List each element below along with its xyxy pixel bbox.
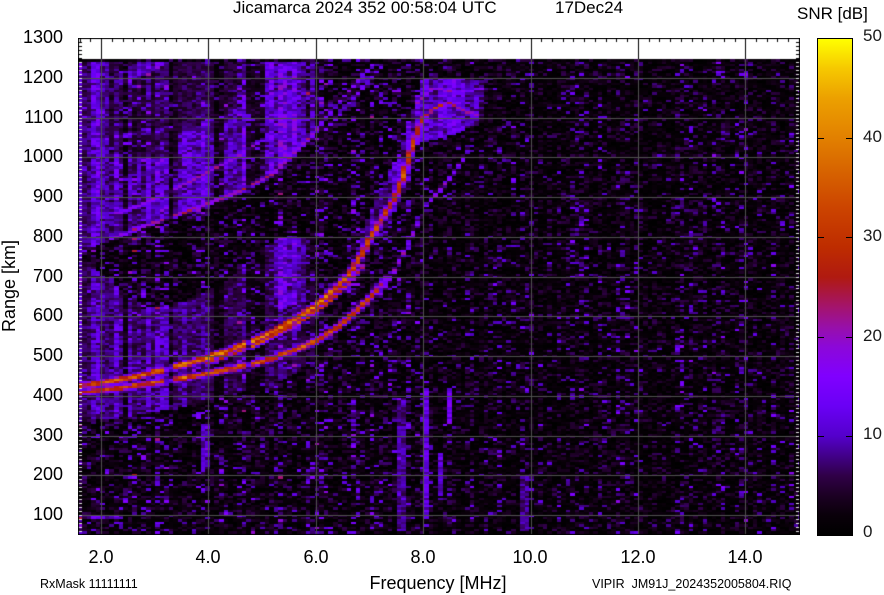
y-tick-label: 1000 xyxy=(22,146,63,167)
plot-title: Jicamarca 2024 352 00:58:04 UTC xyxy=(233,0,497,17)
y-tick-label: 800 xyxy=(32,225,63,246)
colorbar-tick xyxy=(818,337,824,338)
y-tick-label: 300 xyxy=(32,424,63,445)
colorbar-tick-label: 50 xyxy=(863,26,882,45)
colorbar-tick-label: 30 xyxy=(863,226,882,245)
y-tick-label: 900 xyxy=(32,186,63,206)
y-tick-label: 200 xyxy=(32,464,63,485)
y-tick-label: 1200 xyxy=(22,66,63,87)
y-tick-label: 700 xyxy=(32,265,63,286)
colorbar-title: SNR [dB] xyxy=(797,4,868,23)
colorbar-tick-label: 0 xyxy=(863,522,873,541)
colorbar-tick xyxy=(846,138,852,139)
colorbar-tick xyxy=(846,237,852,238)
colorbar-tick xyxy=(846,436,852,437)
source-file-label: VIPIR JM91J_2024352005804.RIQ xyxy=(592,577,792,591)
x-tick-label: 12.0 xyxy=(620,547,656,567)
plot-date: 17Dec24 xyxy=(555,0,624,17)
colorbar-tick-label: 20 xyxy=(863,326,882,345)
x-tick-label: 8.0 xyxy=(410,547,436,567)
y-tick-label: 500 xyxy=(32,345,63,366)
y-tick-label: 600 xyxy=(32,305,63,326)
x-tick-label: 6.0 xyxy=(303,547,329,567)
colorbar xyxy=(817,38,853,536)
ionogram-heatmap xyxy=(78,38,800,535)
y-tick-label: 1100 xyxy=(24,106,63,127)
x-tick-label: 4.0 xyxy=(195,547,221,567)
x-tick-label: 14.0 xyxy=(727,547,763,567)
colorbar-tick xyxy=(818,138,824,139)
colorbar-tick-label: 40 xyxy=(863,127,882,146)
x-tick-label: 10.0 xyxy=(512,547,548,567)
colorbar-tick xyxy=(818,436,824,437)
y-tick-label: 400 xyxy=(32,384,63,405)
colorbar-tick-label: 10 xyxy=(863,424,882,443)
x-axis-title: Frequency [MHz] xyxy=(369,573,507,593)
x-tick-label: 2.0 xyxy=(88,547,114,567)
y-tick-label: 100 xyxy=(32,504,63,525)
colorbar-tick xyxy=(818,237,824,238)
rx-mask-label: RxMask 11111111 xyxy=(40,577,138,591)
y-tick-label: 1300 xyxy=(22,27,63,47)
colorbar-tick xyxy=(846,337,852,338)
